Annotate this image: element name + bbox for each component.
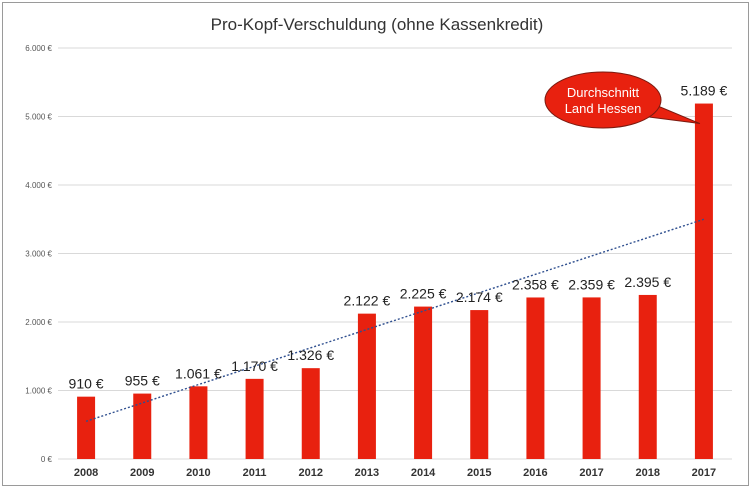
chart-title: Pro-Kopf-Verschuldung (ohne Kassenkredit…	[211, 15, 544, 34]
x-tick-label: 2013	[355, 467, 379, 479]
bar	[357, 313, 376, 459]
x-tick-label: 2009	[130, 467, 154, 479]
data-label: 1.061 €	[175, 365, 222, 381]
bar	[582, 297, 601, 459]
bar	[133, 393, 152, 459]
bar	[77, 396, 96, 459]
data-label: 2.395 €	[624, 274, 671, 290]
data-label: 955 €	[125, 373, 160, 389]
data-label: 5.189 €	[681, 83, 728, 99]
x-tick-label: 2018	[636, 467, 660, 479]
data-label: 910 €	[69, 376, 104, 392]
bar	[470, 310, 489, 459]
y-tick-label: 1.000 €	[25, 387, 52, 396]
bar	[301, 368, 320, 459]
x-tick-label: 2012	[299, 467, 323, 479]
data-label: 2.225 €	[400, 286, 447, 302]
bar	[245, 378, 264, 459]
data-label: 2.358 €	[512, 276, 559, 292]
y-tick-label: 4.000 €	[25, 181, 52, 190]
data-label: 2.174 €	[456, 289, 503, 305]
bar	[526, 297, 545, 459]
y-tick-label: 2.000 €	[25, 318, 52, 327]
x-tick-label: 2014	[411, 467, 436, 479]
bar	[694, 103, 713, 459]
trendline	[85, 218, 705, 422]
callout-text: Land Hessen	[565, 101, 642, 116]
callout-bubble	[544, 71, 662, 129]
data-label: 1.170 €	[231, 358, 278, 374]
x-tick-label: 2017	[579, 467, 603, 479]
x-tick-label: 2011	[243, 467, 267, 479]
y-tick-label: 5.000 €	[25, 113, 52, 122]
y-tick-label: 6.000 €	[25, 44, 52, 53]
bar	[638, 294, 657, 459]
data-label: 1.326 €	[287, 347, 334, 363]
data-label: 2.359 €	[568, 276, 615, 292]
x-tick-label: 2010	[186, 467, 210, 479]
x-tick-label: 2008	[74, 467, 98, 479]
y-tick-label: 3.000 €	[25, 250, 52, 259]
bar	[414, 306, 433, 459]
data-label: 2.122 €	[344, 293, 391, 309]
x-tick-label: 2016	[523, 467, 547, 479]
x-tick-label: 2015	[467, 467, 491, 479]
y-tick-label: 0 €	[41, 455, 53, 464]
bar	[189, 386, 208, 459]
x-tick-label: 2017	[692, 467, 716, 479]
callout-text: Durchschnitt	[567, 85, 640, 100]
